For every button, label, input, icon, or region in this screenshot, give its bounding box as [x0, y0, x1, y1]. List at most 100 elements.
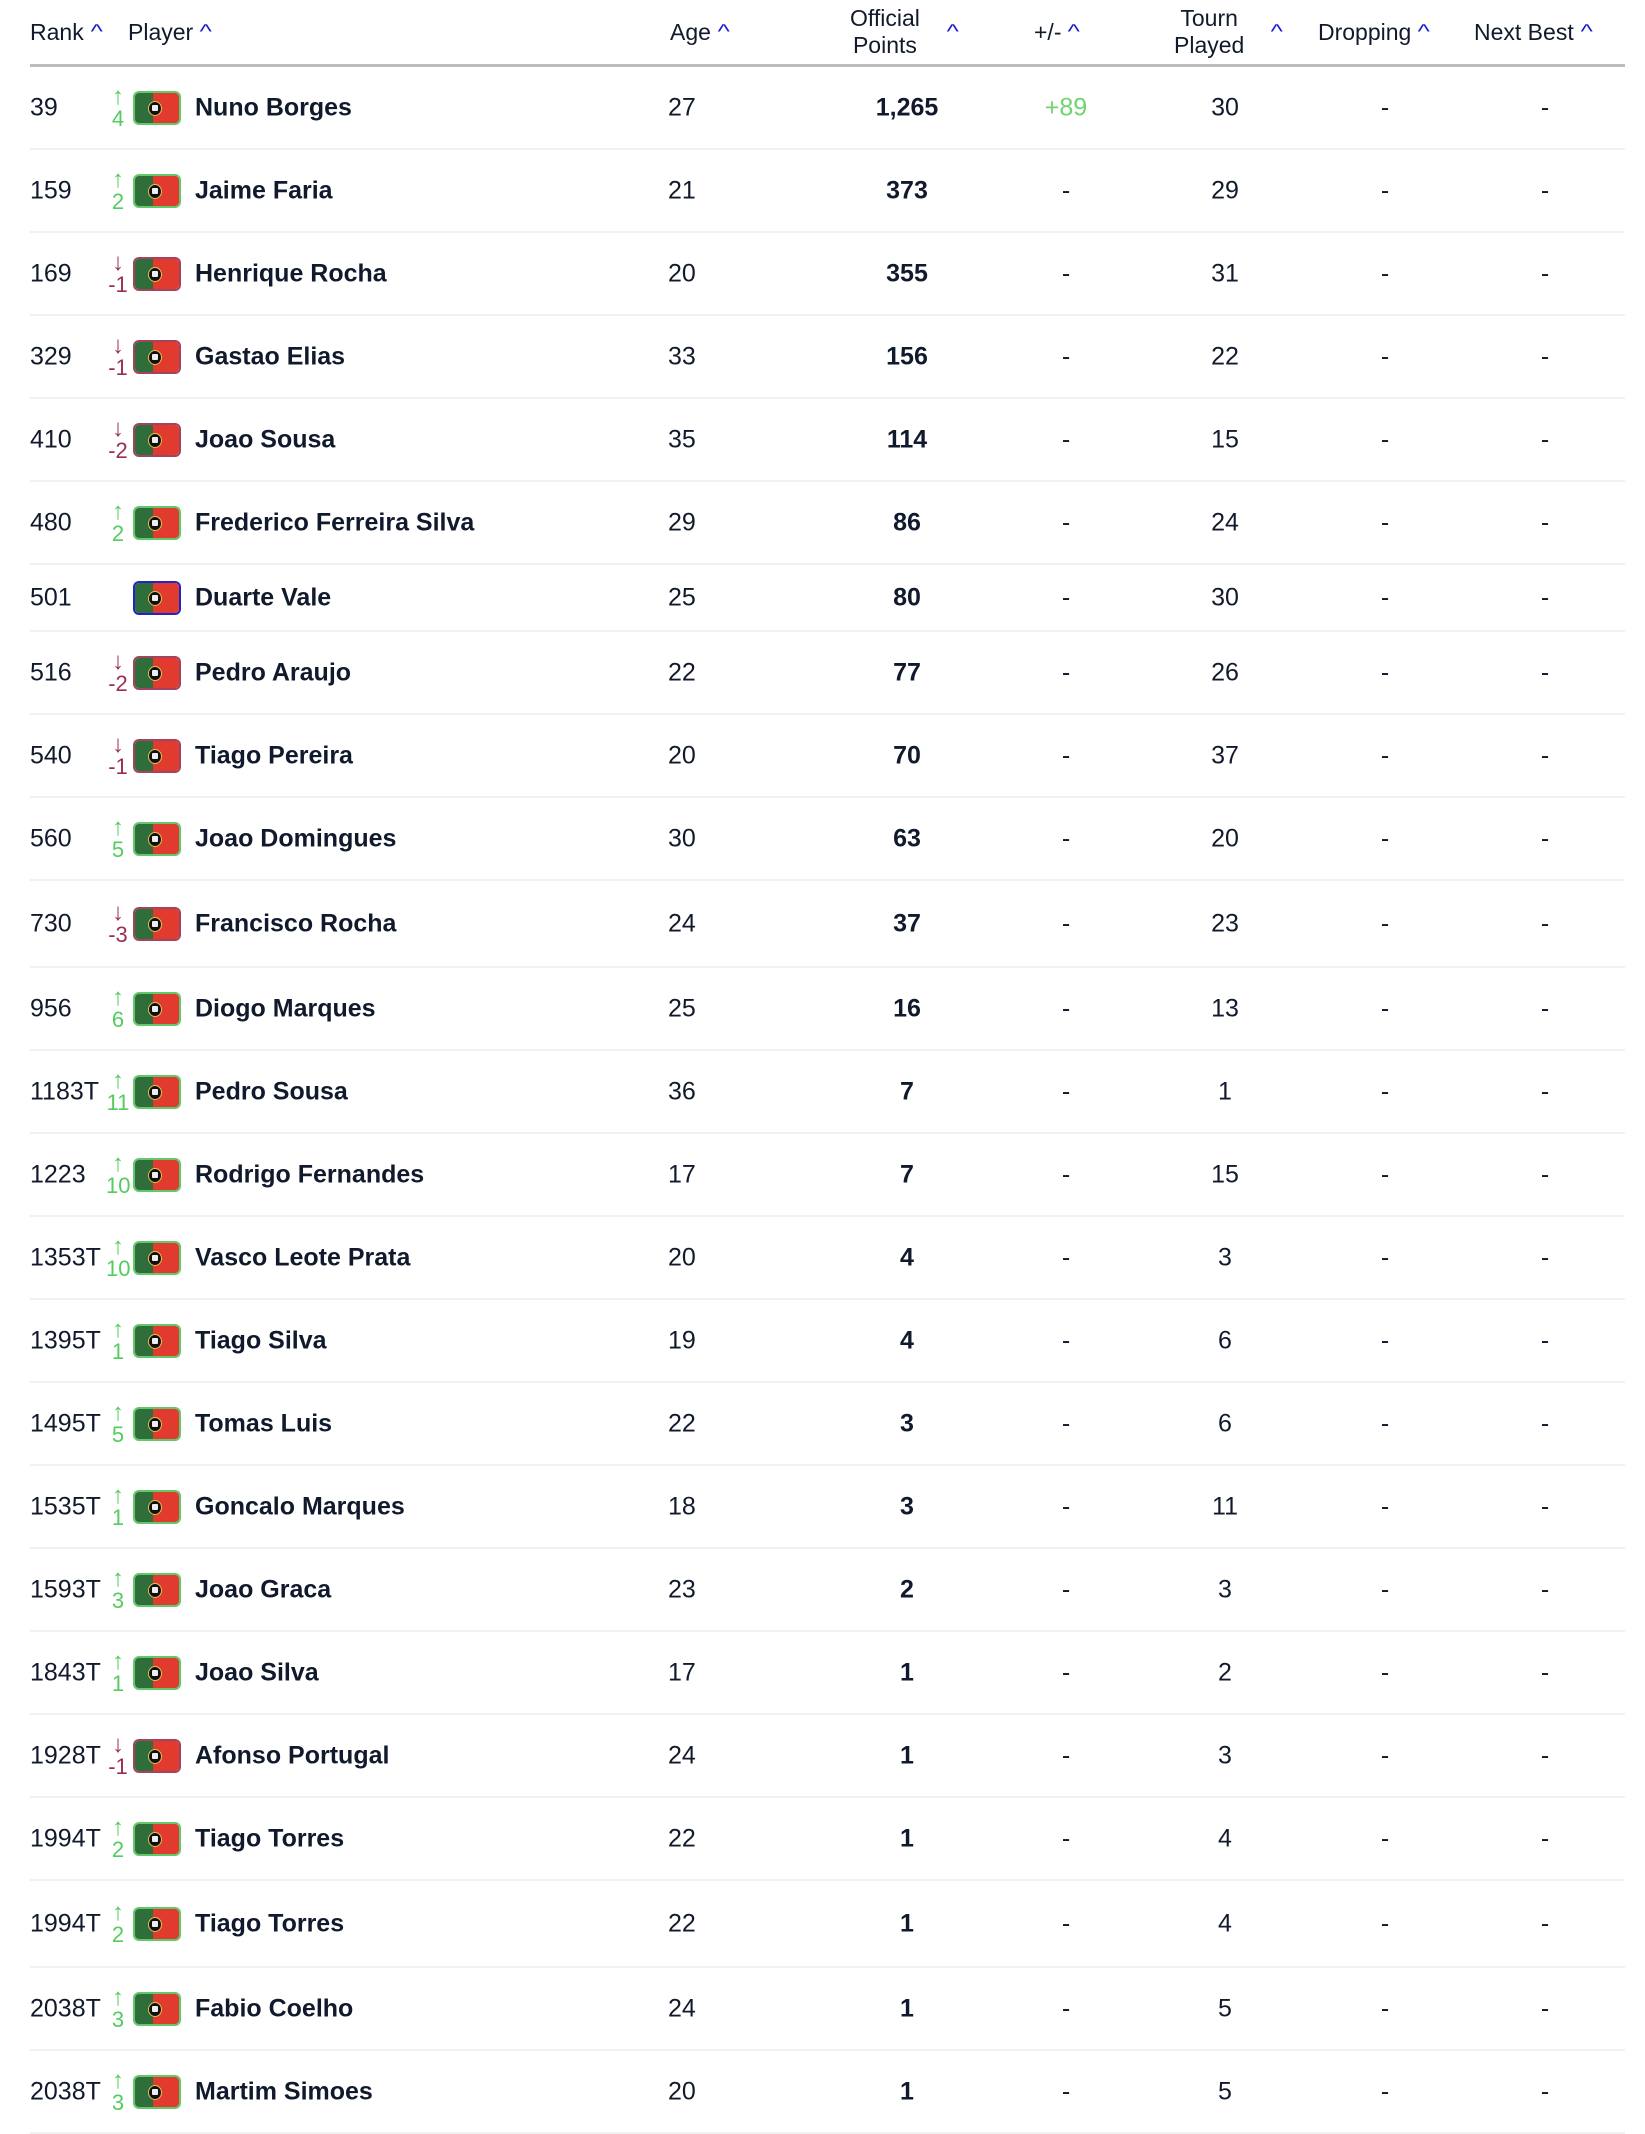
tourn-played: 4	[1218, 1824, 1232, 1852]
sort-age[interactable]: Age ^	[670, 0, 730, 64]
table-row[interactable]: 2038T ↑ 3 Martim Simoes 20 1-5- -	[30, 2051, 1625, 2134]
official-points: 70	[893, 741, 921, 769]
tourn-played: 15	[1211, 1160, 1239, 1188]
player-name-link[interactable]: Tiago Torres	[195, 1909, 345, 1937]
player-name-link[interactable]: Joao Silva	[195, 1658, 319, 1686]
sort-caret-icon[interactable]: ^	[946, 20, 959, 43]
sort-next-best[interactable]: Next Best ^	[1474, 0, 1593, 64]
sort-caret-icon[interactable]: ^	[1270, 20, 1284, 43]
official-points: 4	[900, 1326, 914, 1354]
sort-caret-icon[interactable]: ^	[90, 20, 103, 43]
tourn-played: 26	[1211, 658, 1239, 686]
table-row[interactable]: 1843T ↑ 1 Joao Silva 17 1-2- -	[30, 1632, 1625, 1715]
official-points: 373	[886, 176, 928, 204]
table-row[interactable]: 516 ↓ -2 Pedro Araujo 22 77 - 26 - -	[30, 632, 1625, 715]
table-row[interactable]: 501 Duarte Vale 25 80 - 30 - -	[30, 565, 1625, 632]
portugal-flag-icon	[133, 1738, 181, 1773]
sort-tourn-played[interactable]: Tourn Played ^	[1174, 0, 1284, 64]
table-row[interactable]: 480 ↑ 2 Frederico Ferreira Silva 29 86 - 24 - -	[30, 482, 1625, 565]
table-row[interactable]: 1928T ↓ -1 Afonso Portugal 24 1-3- -	[30, 1715, 1625, 1798]
arrow-down-icon: ↓	[112, 647, 124, 675]
table-row[interactable]: 1535T ↑ 1 Goncalo Marques 18 3-11- -	[30, 1466, 1625, 1549]
arrow-up-icon: ↑	[112, 1813, 124, 1841]
rank-change-value: -1	[108, 753, 128, 779]
player-name-link[interactable]: Duarte Vale	[195, 583, 332, 611]
table-row[interactable]: 540 ↓ -1 Tiago Pereira 20 70 - 37 - -	[30, 715, 1625, 798]
player-name-link[interactable]: Joao Sousa	[195, 425, 336, 453]
official-points: 1,265	[875, 93, 939, 121]
player-name-link[interactable]: Frederico Ferreira Silva	[195, 508, 475, 536]
player-name-link[interactable]: Afonso Portugal	[195, 1741, 390, 1769]
sort-plus-minus[interactable]: +/- ^	[1034, 0, 1081, 64]
plus-minus: -	[1061, 1326, 1071, 1354]
player-name-link[interactable]: Tiago Silva	[195, 1326, 327, 1354]
dropping: -	[1380, 1994, 1390, 2022]
table-row[interactable]: 410 ↓ -2 Joao Sousa 35 114 - 15 - -	[30, 399, 1625, 482]
player-name-link[interactable]: Goncalo Marques	[195, 1492, 405, 1520]
player-name-link[interactable]: Tomas Luis	[195, 1409, 333, 1437]
portugal-flag-icon	[133, 1157, 181, 1192]
age: 20	[668, 1243, 696, 1271]
player-name-link[interactable]: Rodrigo Fernandes	[195, 1160, 425, 1188]
table-row[interactable]: 329 ↓ -1 Gastao Elias 33 156 - 22 - -	[30, 316, 1625, 399]
dropping: -	[1380, 824, 1390, 852]
arrow-down-icon: ↓	[112, 730, 124, 758]
rank-change: ↑ 10	[106, 1234, 130, 1280]
player-name-link[interactable]: Nuno Borges	[195, 93, 352, 121]
player-name-link[interactable]: Pedro Sousa	[195, 1077, 348, 1105]
arrow-down-icon: ↓	[112, 414, 124, 442]
sort-player[interactable]: Player ^	[128, 0, 213, 64]
sort-official-points[interactable]: Official Points ^	[850, 0, 959, 64]
player-name-link[interactable]: Diogo Marques	[195, 994, 376, 1022]
sort-caret-icon[interactable]: ^	[1417, 20, 1431, 43]
rank-change-value: -1	[108, 271, 128, 297]
sort-rank[interactable]: Rank ^	[30, 0, 103, 64]
player-name-link[interactable]: Joao Domingues	[195, 824, 397, 852]
rank-change-value: 1	[111, 1338, 125, 1364]
official-points: 7	[900, 1160, 914, 1188]
dropping: -	[1380, 93, 1390, 121]
table-row[interactable]: 730 ↓ -3 Francisco Rocha 24 37 - 23 - -	[30, 881, 1625, 968]
rank: 1994T	[30, 1824, 101, 1852]
player-name-link[interactable]: Pedro Araujo	[195, 658, 352, 686]
table-row[interactable]: 2038T ↑ 3 Fabio Coelho 24 1-5- -	[30, 1968, 1625, 2051]
table-row[interactable]: 1223 ↑ 10 Rodrigo Fernandes 17 7 - 15 - -	[30, 1134, 1625, 1217]
portugal-flag-icon	[133, 1991, 181, 2026]
player-name-link[interactable]: Henrique Rocha	[195, 259, 387, 287]
player-name-link[interactable]: Martim Simoes	[195, 2077, 373, 2105]
table-row[interactable]: 1994T ↑ 2 Tiago Torres 22 1-4- -	[30, 1798, 1625, 1881]
player-name-link[interactable]: Francisco Rocha	[195, 909, 397, 937]
next-best: -	[1540, 1160, 1550, 1188]
player-name-link[interactable]: Gastao Elias	[195, 342, 346, 370]
sort-caret-icon[interactable]: ^	[199, 20, 213, 43]
sort-caret-icon[interactable]: ^	[717, 20, 730, 43]
age: 20	[668, 259, 696, 287]
table-row[interactable]: 1495T ↑ 5 Tomas Luis 22 3-6- -	[30, 1383, 1625, 1466]
player-name-link[interactable]: Vasco Leote Prata	[195, 1243, 411, 1271]
table-row[interactable]: 1183T ↑ 11 Pedro Sousa 36 7-1- -	[30, 1051, 1625, 1134]
player-name-link[interactable]: Joao Graca	[195, 1575, 332, 1603]
sort-caret-icon[interactable]: ^	[1580, 20, 1593, 43]
tourn-played: 3	[1218, 1575, 1232, 1603]
rank-change-value: 2	[111, 188, 125, 214]
table-row[interactable]: 956 ↑ 6 Diogo Marques 25 16 - 13 - -	[30, 968, 1625, 1051]
table-row[interactable]: 1353T ↑ 10 Vasco Leote Prata 20 4-3- -	[30, 1217, 1625, 1300]
age: 20	[668, 2077, 696, 2105]
player-name-link[interactable]: Jaime Faria	[195, 176, 333, 204]
rank: 501	[30, 583, 72, 611]
table-row[interactable]: 159 ↑ 2 Jaime Faria 21 373 - 29 - -	[30, 150, 1625, 233]
player-name-link[interactable]: Fabio Coelho	[195, 1994, 354, 2022]
table-row[interactable]: 39 ↑ 4 Nuno Borges 27 1,265 +89 30 - -	[30, 67, 1625, 150]
player-name-link[interactable]: Tiago Pereira	[195, 741, 353, 769]
table-row[interactable]: 1593T ↑ 3 Joao Graca 23 2-3- -	[30, 1549, 1625, 1632]
sort-caret-icon[interactable]: ^	[1068, 20, 1081, 43]
table-row[interactable]: 1994T ↑ 2 Tiago Torres 22 1-4- -	[30, 1881, 1625, 1968]
portugal-flag-icon	[133, 1572, 181, 1607]
player-name-link[interactable]: Tiago Torres	[195, 1824, 345, 1852]
table-row[interactable]: 560 ↑ 5 Joao Domingues 30 63 - 20 - -	[30, 798, 1625, 881]
table-row[interactable]: 169 ↓ -1 Henrique Rocha 20 355 - 31 - -	[30, 233, 1625, 316]
dropping-header: Dropping	[1318, 18, 1412, 45]
sort-dropping[interactable]: Dropping ^	[1318, 0, 1431, 64]
rank: 39	[30, 93, 58, 121]
table-row[interactable]: 1395T ↑ 1 Tiago Silva 19 4-6- -	[30, 1300, 1625, 1383]
